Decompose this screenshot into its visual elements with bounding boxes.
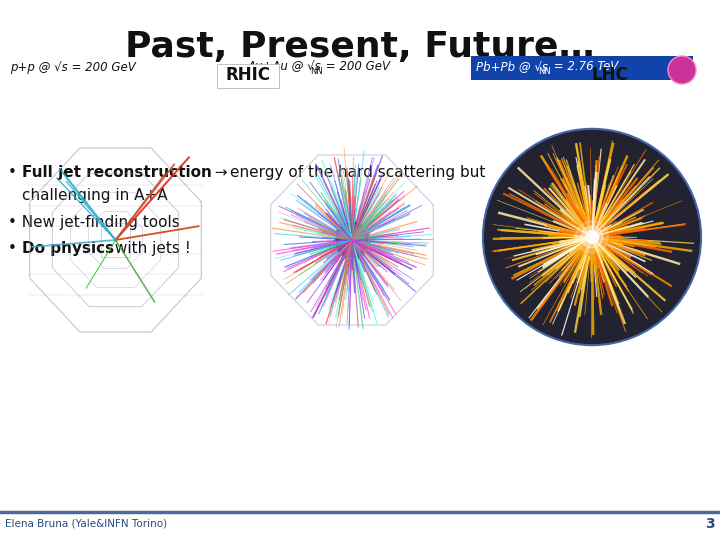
- Text: challenging in A+A: challenging in A+A: [22, 188, 168, 203]
- Text: Au+Au @ √s: Au+Au @ √s: [248, 60, 322, 73]
- FancyBboxPatch shape: [471, 56, 693, 80]
- Bar: [101, 223, 130, 257]
- Circle shape: [581, 226, 603, 248]
- Text: Do physics: Do physics: [22, 241, 114, 256]
- Text: 3: 3: [706, 517, 715, 531]
- Text: NN: NN: [538, 66, 551, 76]
- Circle shape: [668, 56, 696, 84]
- Polygon shape: [336, 221, 369, 259]
- Text: RHIC: RHIC: [225, 66, 271, 84]
- FancyBboxPatch shape: [217, 64, 279, 88]
- Text: LHC: LHC: [592, 66, 629, 84]
- Text: p+p @ √s = 200 GeV: p+p @ √s = 200 GeV: [10, 60, 136, 73]
- Ellipse shape: [483, 129, 701, 345]
- Text: Full jet reconstruction: Full jet reconstruction: [22, 165, 212, 180]
- Text: •: •: [8, 241, 22, 256]
- Text: with jets !: with jets !: [110, 241, 191, 256]
- Text: energy of the hard scattering but: energy of the hard scattering but: [230, 165, 485, 180]
- Text: →: →: [210, 165, 233, 180]
- Text: • New jet-finding tools: • New jet-finding tools: [8, 215, 180, 230]
- Circle shape: [575, 221, 608, 253]
- Text: •: •: [8, 165, 22, 180]
- Text: NN: NN: [310, 66, 323, 76]
- Text: Elena Bruna (Yale&INFN Torino): Elena Bruna (Yale&INFN Torino): [5, 519, 167, 529]
- Text: Past, Present, Future…: Past, Present, Future…: [125, 30, 595, 64]
- Text: Pb+Pb @ √s: Pb+Pb @ √s: [476, 60, 548, 73]
- Circle shape: [585, 231, 598, 244]
- Text: = 2.76 TeV: = 2.76 TeV: [550, 60, 618, 73]
- Text: = 200 GeV: = 200 GeV: [322, 60, 390, 73]
